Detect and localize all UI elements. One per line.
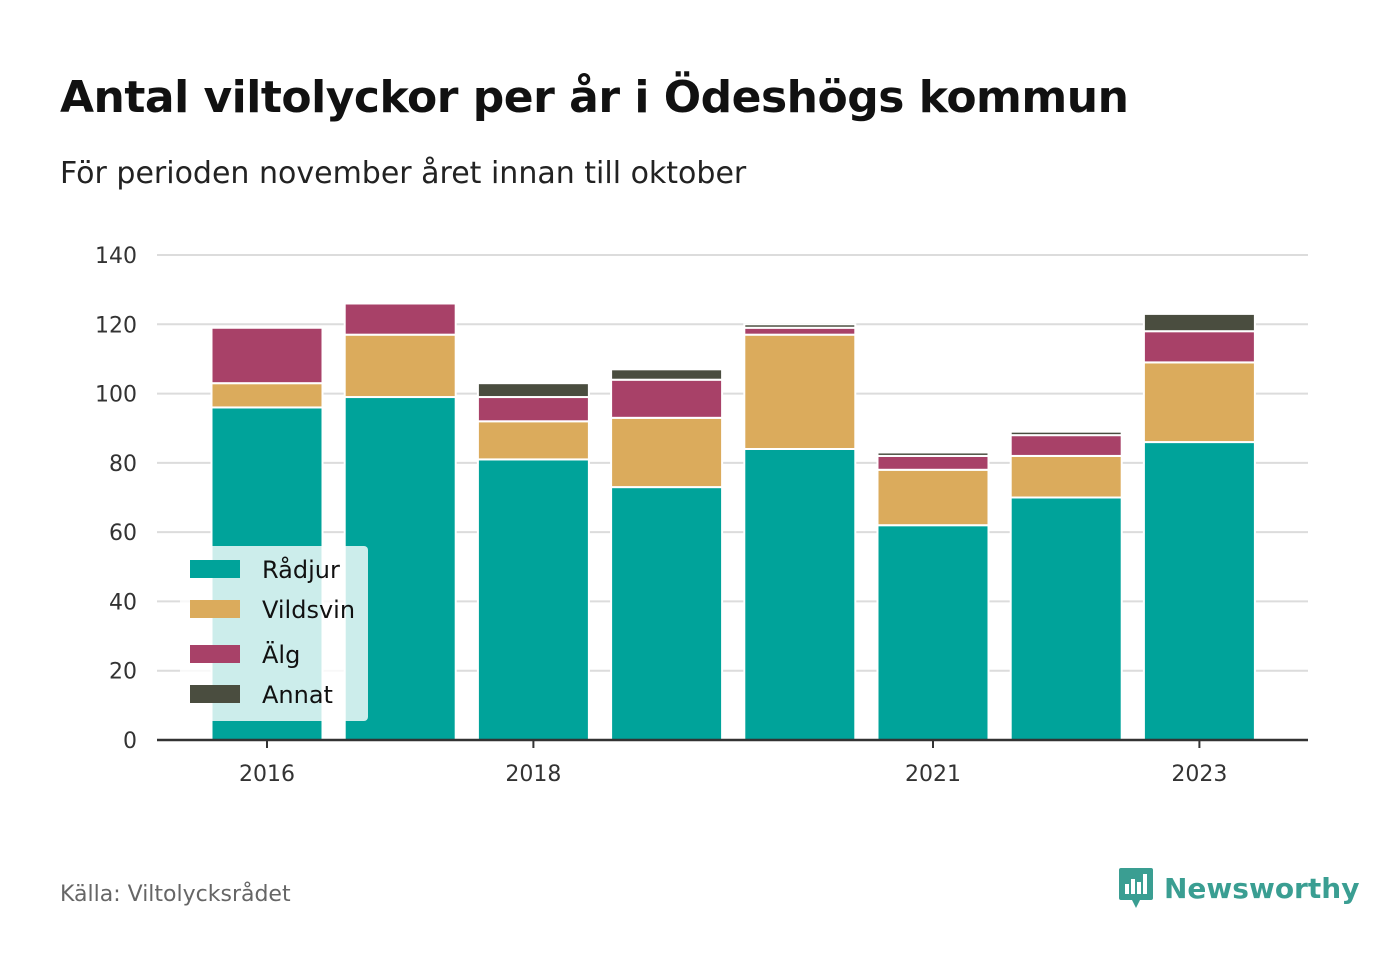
bar-segment[interactable] bbox=[876, 524, 990, 742]
bar-segment[interactable] bbox=[1142, 441, 1256, 741]
bar-segment[interactable] bbox=[876, 451, 990, 457]
bar-segment[interactable] bbox=[876, 454, 990, 471]
y-tick-label: 100 bbox=[95, 383, 137, 408]
bar-segment[interactable] bbox=[610, 368, 724, 381]
newsworthy-logo-icon bbox=[1119, 868, 1153, 908]
legend-swatch bbox=[190, 560, 240, 578]
y-tick-label: 20 bbox=[109, 660, 137, 685]
y-tick-label: 60 bbox=[109, 521, 137, 546]
legend-label: Rådjur bbox=[262, 555, 340, 584]
bar-segment[interactable] bbox=[876, 468, 990, 527]
bar-segment[interactable] bbox=[610, 378, 724, 419]
bar-segment[interactable] bbox=[343, 302, 457, 336]
x-tick-label: 2021 bbox=[905, 762, 961, 787]
bar-segment[interactable] bbox=[1142, 330, 1256, 364]
bar-segment[interactable] bbox=[1009, 434, 1123, 457]
bar-segment[interactable] bbox=[610, 486, 724, 741]
chart-subtitle: För perioden november året innan till ok… bbox=[60, 156, 747, 191]
source-note: Källa: Viltolycksrådet bbox=[60, 882, 291, 907]
legend-label: Vildsvin bbox=[262, 596, 355, 624]
x-tick-label: 2018 bbox=[505, 762, 561, 787]
y-tick-label: 80 bbox=[109, 452, 137, 477]
newsworthy-logo[interactable]: Newsworthy bbox=[1118, 866, 1359, 910]
y-tick-label: 40 bbox=[109, 590, 137, 615]
legend-box bbox=[180, 546, 368, 721]
legend-swatch bbox=[190, 600, 240, 618]
bar-segment[interactable] bbox=[476, 396, 590, 423]
bar-segment[interactable] bbox=[743, 326, 857, 336]
bar-segment[interactable] bbox=[1009, 430, 1123, 437]
x-tick-label: 2023 bbox=[1171, 762, 1227, 787]
chart-title: Antal viltolyckor per år i Ödeshögs komm… bbox=[60, 72, 1129, 123]
bar-segment[interactable] bbox=[743, 333, 857, 450]
bar-segment[interactable] bbox=[743, 323, 857, 329]
legend-swatch bbox=[190, 685, 240, 703]
logo-text: Newsworthy bbox=[1164, 871, 1360, 905]
legend-swatch bbox=[190, 645, 240, 663]
bar-segment[interactable] bbox=[743, 448, 857, 741]
bar-segment[interactable] bbox=[1009, 496, 1123, 741]
bar-segment[interactable] bbox=[210, 326, 324, 385]
bar-segment[interactable] bbox=[476, 420, 590, 461]
bar-segment[interactable] bbox=[476, 382, 590, 399]
legend-label: Älg bbox=[262, 640, 300, 669]
y-tick-label: 140 bbox=[95, 244, 137, 269]
legend-label: Annat bbox=[262, 681, 333, 709]
y-tick-label: 120 bbox=[95, 313, 137, 338]
bar-segment[interactable] bbox=[610, 416, 724, 489]
bar-segment[interactable] bbox=[1142, 312, 1256, 333]
bar-segment[interactable] bbox=[343, 333, 457, 399]
y-tick-label: 0 bbox=[123, 729, 137, 754]
bar-segment[interactable] bbox=[1142, 361, 1256, 444]
bar-segment[interactable] bbox=[476, 458, 590, 741]
x-tick-label: 2016 bbox=[239, 762, 295, 787]
bar-segment[interactable] bbox=[210, 382, 324, 409]
bar-segment[interactable] bbox=[1009, 454, 1123, 499]
